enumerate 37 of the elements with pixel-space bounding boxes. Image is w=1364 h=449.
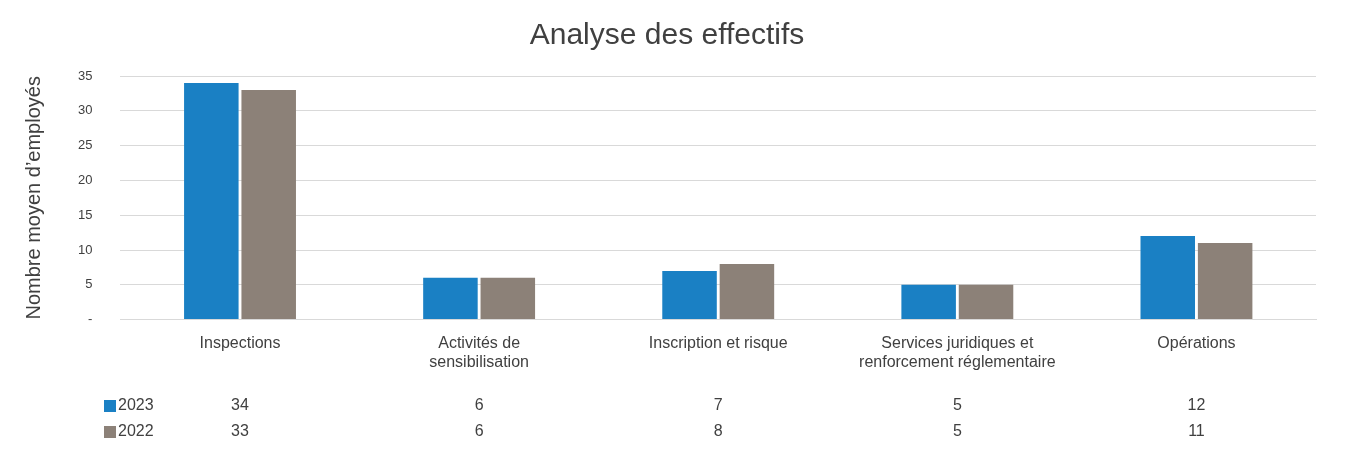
- bar: [184, 82, 239, 320]
- bar: [662, 270, 717, 320]
- data-label: 6: [474, 422, 484, 440]
- data-label: 11: [1188, 422, 1205, 440]
- data-label: 7: [713, 396, 723, 414]
- bar: [901, 284, 956, 320]
- bar: [480, 277, 536, 320]
- data-label: 5: [952, 396, 962, 414]
- data-label: 12: [1187, 396, 1206, 414]
- x-tick-label: Inspections: [199, 333, 281, 351]
- data-label: 8: [713, 422, 723, 440]
- y-tick-label: 35: [77, 67, 93, 83]
- bar: [1140, 236, 1196, 320]
- y-tick-label: 15: [77, 206, 93, 222]
- y-tick-label: 10: [77, 241, 93, 257]
- x-tick-label: Services juridiques et renforcement réglementaire: [859, 333, 1056, 370]
- x-tick-label: Inscription et risque: [648, 333, 788, 351]
- legend-label: 2022: [118, 422, 154, 440]
- legend-label: 2023: [118, 396, 154, 414]
- y-axis-title: Nombre moyen d’employés: [21, 76, 44, 320]
- x-tick-label: Opérations: [1157, 333, 1236, 351]
- chart-title: Analyse des effectifs: [529, 17, 805, 51]
- bar: [958, 284, 1014, 320]
- bar: [1197, 243, 1253, 320]
- data-label: 5: [952, 422, 962, 440]
- data-label: 33: [231, 422, 250, 440]
- y-tick-label: 25: [77, 137, 93, 153]
- bar: [719, 263, 775, 320]
- bar: [241, 89, 296, 320]
- y-tick-label: 30: [77, 102, 93, 118]
- y-tick-label: 20: [77, 171, 93, 187]
- y-tick-label: -: [88, 311, 93, 327]
- data-label: 34: [231, 396, 250, 414]
- data-label: 6: [474, 396, 484, 414]
- x-tick-label: Activités de sensibilisation: [429, 333, 529, 370]
- y-tick-label: 5: [85, 276, 93, 292]
- bar: [423, 277, 478, 320]
